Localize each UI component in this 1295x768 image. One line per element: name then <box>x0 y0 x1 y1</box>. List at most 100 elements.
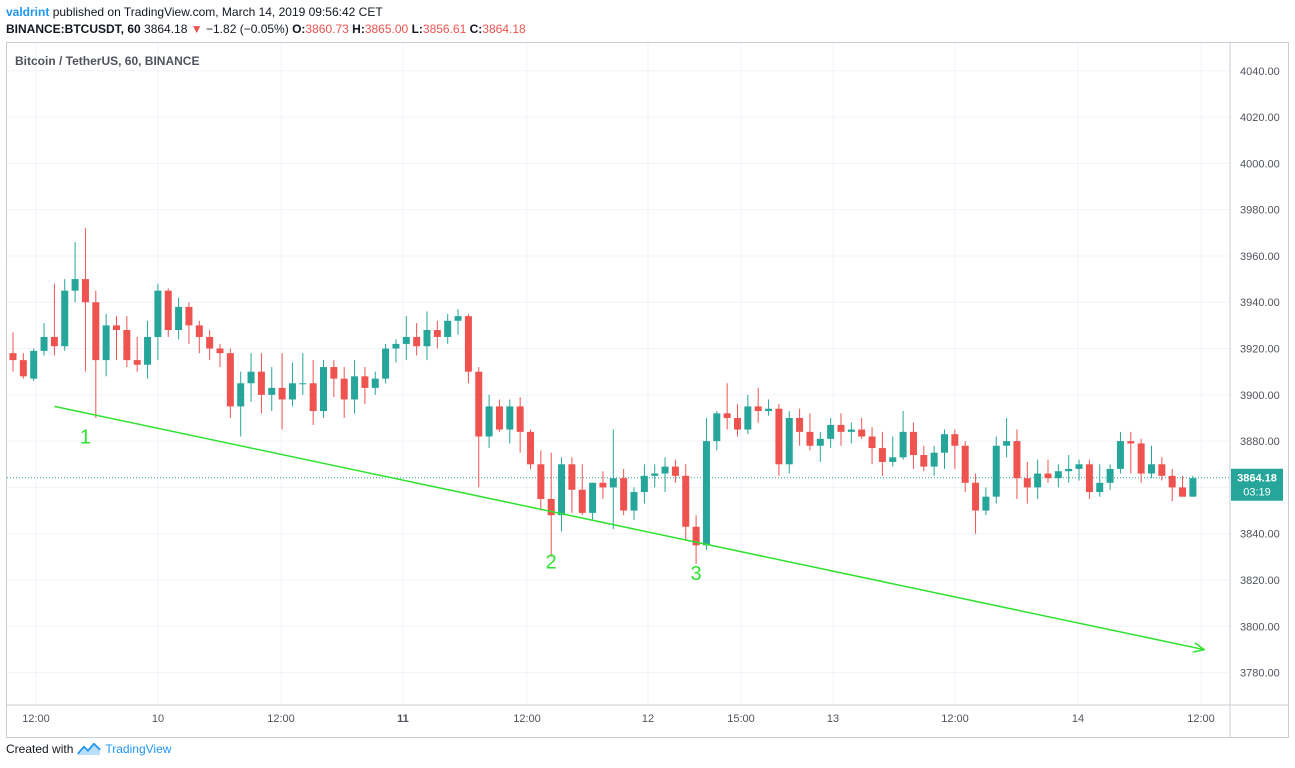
candle-body <box>661 466 669 474</box>
price-tag <box>1231 468 1283 501</box>
candle-body <box>972 482 980 511</box>
candle-body <box>806 431 814 446</box>
candle-body <box>392 343 400 349</box>
candle-body <box>1003 441 1011 446</box>
price-tag-countdown: 03:19 <box>1243 487 1271 499</box>
footer: Created with TradingView <box>6 742 171 756</box>
candle-body <box>702 441 710 546</box>
candle-body <box>909 431 917 456</box>
low-value: 3856.61 <box>422 22 467 36</box>
candle-body <box>1168 475 1176 488</box>
candle-body <box>351 376 359 400</box>
candle-body <box>1106 468 1114 483</box>
candle-body <box>454 316 462 321</box>
candle-body <box>692 526 700 546</box>
candle-body <box>475 371 483 437</box>
candle-body <box>744 406 752 430</box>
candle-body <box>765 408 773 412</box>
candle-body <box>599 482 607 488</box>
candle-body <box>620 478 628 511</box>
candle-body <box>413 336 421 347</box>
candle-body <box>371 378 379 388</box>
time-tick-label: 10 <box>152 713 164 725</box>
candle-body <box>164 290 172 331</box>
candle-body <box>30 350 38 379</box>
candle-body <box>713 413 721 442</box>
candle-body <box>423 330 431 347</box>
candle-body <box>92 302 100 361</box>
candle-body <box>1127 441 1135 444</box>
candle-body <box>568 464 576 490</box>
candle-body <box>734 417 741 430</box>
annotation-label: 1 <box>80 426 91 448</box>
candle-body <box>1179 487 1187 497</box>
time-tick-label: 15:00 <box>727 713 755 725</box>
candle-body <box>1065 468 1073 472</box>
candle-body <box>578 489 586 513</box>
time-tick-label: 13 <box>827 713 839 725</box>
candle-body <box>920 455 928 467</box>
annotation-label: 2 <box>546 551 557 573</box>
open-value: 3860.73 <box>305 22 349 36</box>
price-tick-label: 3920.00 <box>1240 344 1280 356</box>
candle-body <box>775 408 783 465</box>
candle-body <box>547 498 555 516</box>
candle-body <box>257 371 265 395</box>
time-tick-label: 12:00 <box>267 713 295 725</box>
price-tick-label: 3800.00 <box>1240 621 1280 633</box>
candle-body <box>309 383 317 412</box>
candle-body <box>61 290 69 347</box>
candle-body <box>247 371 255 384</box>
candle-body <box>123 330 131 361</box>
candle-body <box>320 367 327 412</box>
candle-body <box>640 475 648 493</box>
published-text: published on TradingView.com, March 14, … <box>52 5 383 19</box>
time-tick-label: 12:00 <box>941 713 969 725</box>
candle-body <box>154 290 162 337</box>
price-tick-label: 3900.00 <box>1240 390 1280 402</box>
candle-body <box>951 434 959 446</box>
time-tick-label: 12 <box>642 713 654 725</box>
candle-body <box>785 417 793 465</box>
candle-body <box>1075 464 1083 469</box>
candle-body <box>288 383 296 400</box>
time-tick-label: 11 <box>397 713 409 725</box>
candle-body <box>195 325 203 337</box>
price-tick-label: 4020.00 <box>1240 112 1280 124</box>
candle-body <box>889 457 897 462</box>
candle-body <box>930 452 938 467</box>
candle-body <box>40 336 48 351</box>
price-tag-value: 3864.18 <box>1237 473 1277 485</box>
author-link[interactable]: valdrint <box>6 5 50 19</box>
candle-body <box>226 353 234 407</box>
candle-body <box>133 360 141 365</box>
candle-body <box>878 448 886 462</box>
candle-body <box>796 417 804 432</box>
down-arrow-icon: ▼ <box>190 22 203 36</box>
candle-body <box>1158 464 1166 476</box>
high-label: H: <box>352 22 365 36</box>
candle-body <box>558 464 566 516</box>
candle-body <box>858 429 866 437</box>
time-tick-label: 12:00 <box>513 713 541 725</box>
candle-body <box>941 434 948 453</box>
price-tick-label: 3940.00 <box>1240 297 1280 309</box>
tradingview-brand-link[interactable]: TradingView <box>105 742 172 756</box>
candle-body <box>340 378 348 400</box>
candle-body <box>102 325 110 361</box>
candle-body <box>537 464 545 499</box>
candle-body <box>1013 441 1021 479</box>
candle-body <box>402 336 410 344</box>
candle-body <box>1034 473 1042 488</box>
candle-body <box>630 492 638 511</box>
open-label: O: <box>292 22 306 36</box>
ohlc-line: BINANCE:BTCUSDT, 60 3864.18 ▼ −1.82 (−0.… <box>6 22 526 36</box>
candle-body <box>827 424 835 439</box>
created-with-text: Created with <box>6 742 74 756</box>
candle-body <box>464 316 472 372</box>
candle-body <box>268 387 276 395</box>
candle-body <box>837 424 845 432</box>
candle-body <box>237 383 245 407</box>
time-tick-label: 12:00 <box>1187 713 1215 725</box>
